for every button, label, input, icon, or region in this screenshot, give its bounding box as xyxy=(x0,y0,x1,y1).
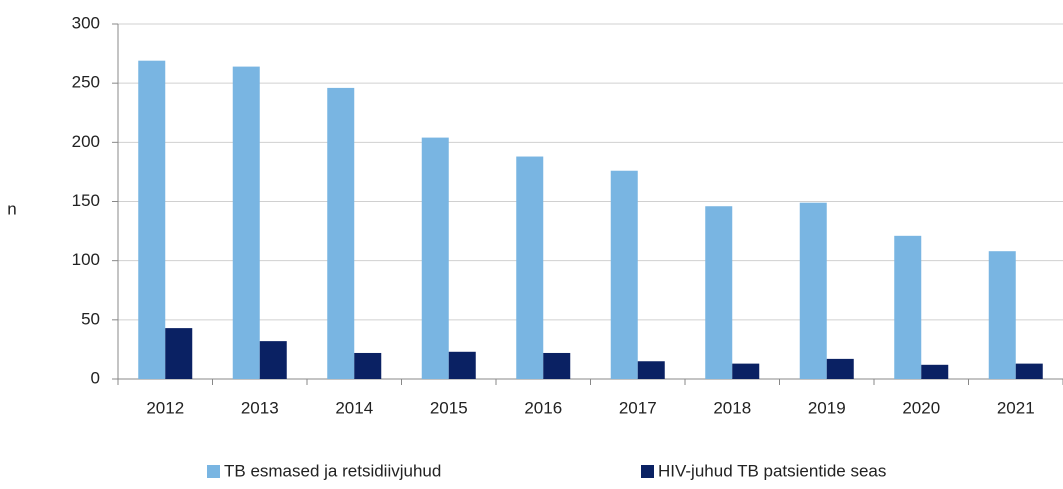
bar xyxy=(516,156,544,379)
x-tick-label: 2012 xyxy=(146,398,184,417)
x-tick-label: 2016 xyxy=(524,398,562,417)
bar xyxy=(637,361,665,379)
bar xyxy=(327,87,355,380)
legend-swatch xyxy=(641,465,654,478)
y-tick-label: 300 xyxy=(72,13,100,32)
y-tick-label: 250 xyxy=(72,73,100,92)
bar xyxy=(232,66,260,379)
bar xyxy=(799,202,827,379)
bar xyxy=(165,328,193,379)
bar xyxy=(894,235,922,379)
bar xyxy=(826,358,854,379)
x-tick-label: 2014 xyxy=(335,398,373,417)
y-tick-label: 50 xyxy=(81,309,100,328)
bar xyxy=(988,251,1016,379)
bar xyxy=(421,137,449,379)
bar xyxy=(610,170,638,379)
bar xyxy=(921,364,949,379)
x-tick-label: 2021 xyxy=(997,398,1035,417)
bar xyxy=(705,206,733,379)
x-tick-label: 2013 xyxy=(241,398,279,417)
y-tick-label: 200 xyxy=(72,132,100,151)
x-tick-label: 2017 xyxy=(619,398,657,417)
x-tick-label: 2019 xyxy=(808,398,846,417)
bar xyxy=(259,341,287,379)
bar xyxy=(543,352,571,379)
bar xyxy=(138,60,166,379)
legend-label: TB esmased ja retsidiivjuhud xyxy=(224,461,441,480)
legend-label: HIV-juhud TB patsientide seas xyxy=(658,461,886,480)
bar xyxy=(448,351,476,379)
bar xyxy=(354,352,382,379)
x-tick-label: 2015 xyxy=(430,398,468,417)
legend-swatch xyxy=(207,465,220,478)
bar xyxy=(1015,363,1043,379)
y-tick-label: 150 xyxy=(72,191,100,210)
x-tick-label: 2018 xyxy=(713,398,751,417)
x-tick-label: 2020 xyxy=(902,398,940,417)
bar xyxy=(732,363,760,379)
y-axis-label: n xyxy=(7,199,16,218)
y-tick-label: 100 xyxy=(72,250,100,269)
y-tick-label: 0 xyxy=(91,368,100,387)
